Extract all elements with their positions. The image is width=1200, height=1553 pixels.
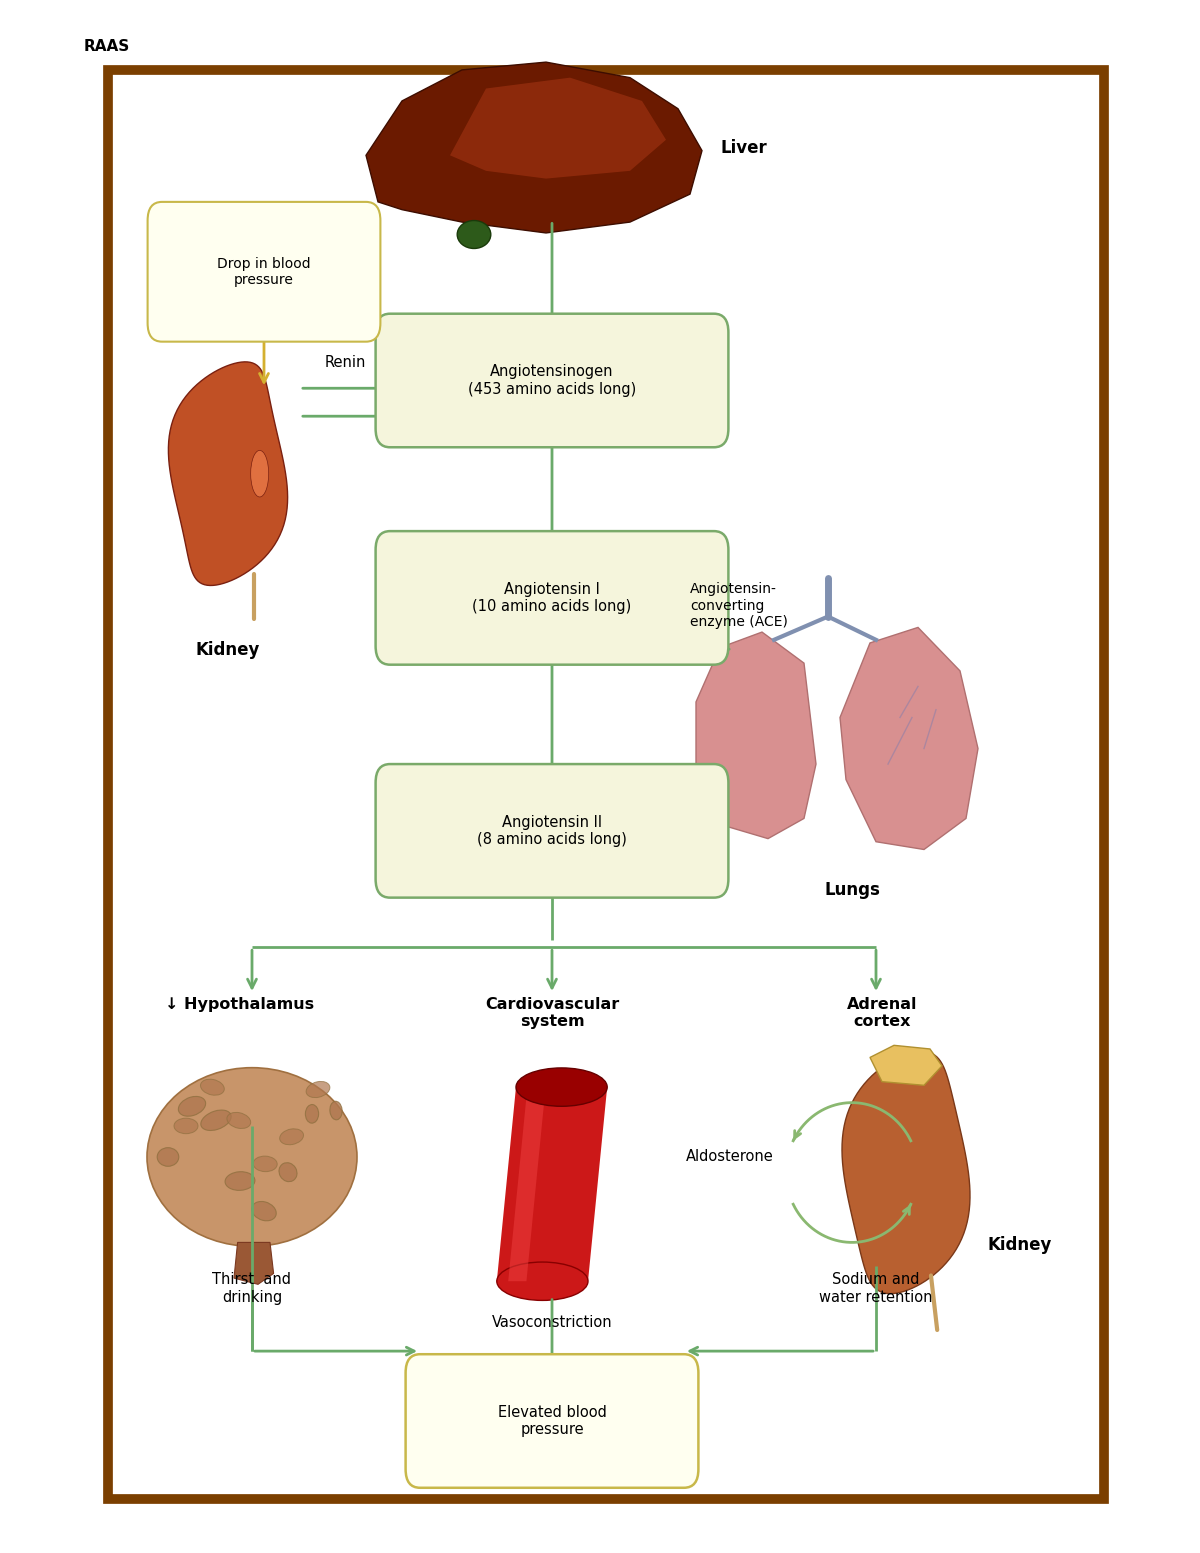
Ellipse shape bbox=[148, 1068, 358, 1246]
FancyBboxPatch shape bbox=[376, 314, 728, 447]
Text: Kidney: Kidney bbox=[196, 641, 260, 660]
Text: Thirst  and
drinking: Thirst and drinking bbox=[212, 1272, 292, 1305]
Polygon shape bbox=[870, 1045, 942, 1086]
Ellipse shape bbox=[174, 1118, 198, 1134]
Ellipse shape bbox=[306, 1081, 330, 1098]
Text: Angiotensinogen
(453 amino acids long): Angiotensinogen (453 amino acids long) bbox=[468, 365, 636, 396]
Text: Angiotensin II
(8 amino acids long): Angiotensin II (8 amino acids long) bbox=[478, 815, 626, 846]
Text: Renin: Renin bbox=[324, 354, 366, 370]
Text: Vasoconstriction: Vasoconstriction bbox=[492, 1315, 612, 1331]
Polygon shape bbox=[366, 62, 702, 233]
Ellipse shape bbox=[179, 1096, 205, 1117]
FancyBboxPatch shape bbox=[376, 764, 728, 898]
Text: ↓ Hypothalamus: ↓ Hypothalamus bbox=[166, 997, 314, 1013]
Ellipse shape bbox=[200, 1110, 232, 1131]
Polygon shape bbox=[234, 1242, 274, 1284]
Text: Angiotensin I
(10 amino acids long): Angiotensin I (10 amino acids long) bbox=[473, 582, 631, 613]
Polygon shape bbox=[168, 362, 288, 585]
FancyBboxPatch shape bbox=[108, 70, 1104, 1499]
Polygon shape bbox=[840, 627, 978, 849]
Ellipse shape bbox=[252, 1202, 276, 1221]
Ellipse shape bbox=[497, 1263, 588, 1300]
FancyBboxPatch shape bbox=[406, 1354, 698, 1488]
Ellipse shape bbox=[253, 1155, 277, 1171]
Ellipse shape bbox=[330, 1101, 342, 1120]
Ellipse shape bbox=[280, 1129, 304, 1145]
FancyBboxPatch shape bbox=[376, 531, 728, 665]
Ellipse shape bbox=[278, 1163, 298, 1182]
Ellipse shape bbox=[226, 1171, 254, 1191]
Ellipse shape bbox=[251, 450, 269, 497]
Text: Sodium and
water retention: Sodium and water retention bbox=[820, 1272, 932, 1305]
Ellipse shape bbox=[157, 1148, 179, 1166]
Text: Kidney: Kidney bbox=[988, 1236, 1051, 1255]
Polygon shape bbox=[842, 1051, 970, 1294]
Polygon shape bbox=[450, 78, 666, 179]
Polygon shape bbox=[497, 1087, 607, 1281]
Text: Cardiovascular
system: Cardiovascular system bbox=[485, 997, 619, 1030]
FancyBboxPatch shape bbox=[148, 202, 380, 342]
Text: Liver: Liver bbox=[720, 138, 767, 157]
Polygon shape bbox=[696, 632, 816, 839]
Ellipse shape bbox=[305, 1104, 319, 1123]
Ellipse shape bbox=[200, 1079, 224, 1095]
Text: Drop in blood
pressure: Drop in blood pressure bbox=[217, 256, 311, 287]
Text: RAAS: RAAS bbox=[84, 39, 131, 54]
Polygon shape bbox=[509, 1087, 546, 1281]
Text: Lungs: Lungs bbox=[824, 881, 880, 899]
Text: Elevated blood
pressure: Elevated blood pressure bbox=[498, 1405, 606, 1437]
Text: Angiotensin-
converting
enzyme (ACE): Angiotensin- converting enzyme (ACE) bbox=[690, 582, 788, 629]
Ellipse shape bbox=[457, 221, 491, 248]
Text: Adrenal
cortex: Adrenal cortex bbox=[847, 997, 917, 1030]
Ellipse shape bbox=[227, 1112, 251, 1129]
Ellipse shape bbox=[516, 1068, 607, 1106]
Text: Aldosterone: Aldosterone bbox=[686, 1149, 774, 1165]
